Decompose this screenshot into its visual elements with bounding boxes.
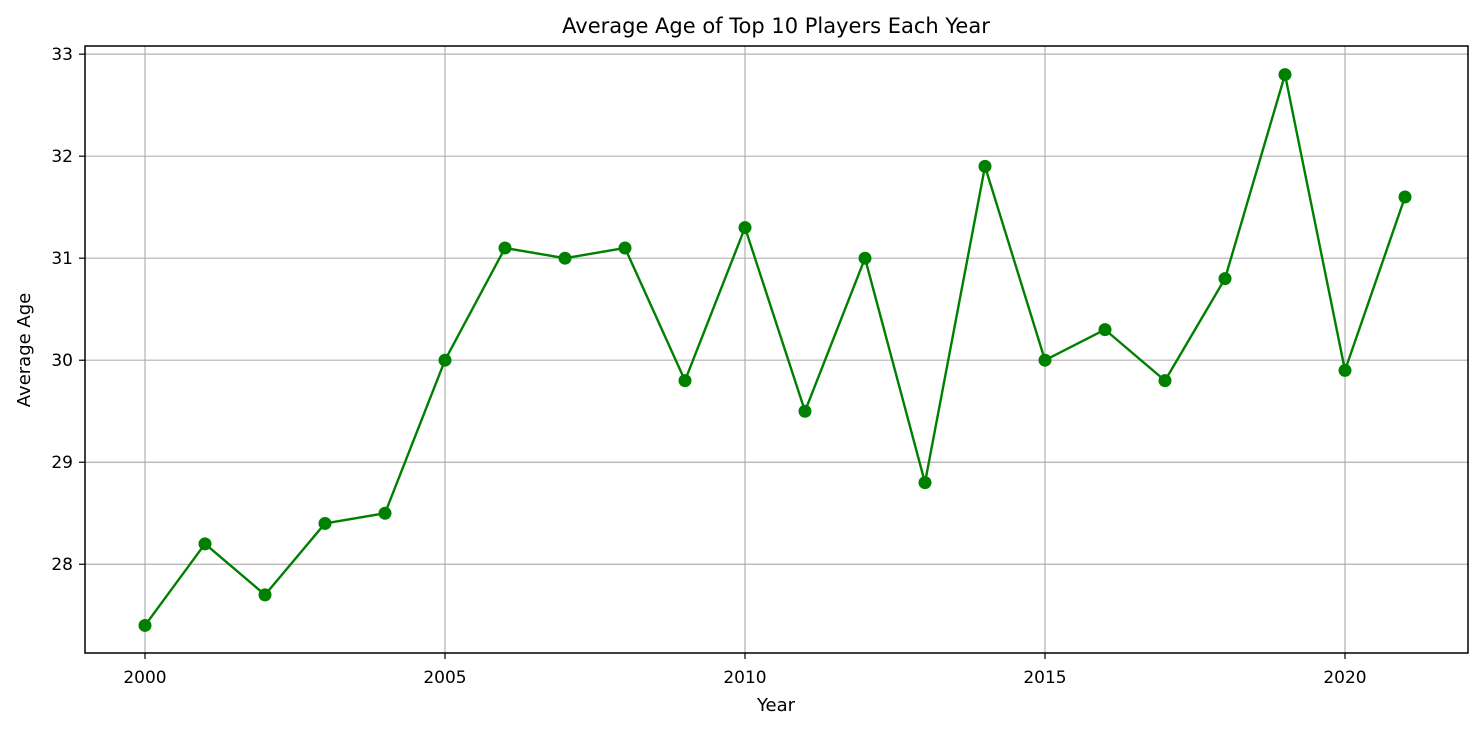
data-point (498, 241, 512, 255)
y-tick-label: 30 (51, 351, 73, 371)
data-point (798, 404, 812, 418)
data-point (438, 353, 452, 367)
data-point (1158, 374, 1172, 388)
x-tick-label: 2005 (423, 668, 466, 688)
chart-title: Average Age of Top 10 Players Each Year (562, 14, 990, 38)
data-point (1038, 353, 1052, 367)
data-point (618, 241, 632, 255)
x-axis-label: Year (756, 695, 796, 716)
y-axis-label: Average Age (14, 293, 35, 407)
y-tick-label: 28 (51, 555, 73, 575)
ticks: 2000 2005 2010 2015 2020 28 29 30 31 32 33 (51, 45, 1366, 688)
plot-frame (84, 45, 1469, 654)
y-tick-label: 33 (51, 45, 73, 65)
data-point (678, 374, 692, 388)
x-tick-label: 2000 (123, 668, 166, 688)
data-point (258, 588, 272, 602)
series-layer (138, 68, 1412, 632)
grid (85, 46, 1468, 653)
data-point (1338, 363, 1352, 377)
y-tick-label: 32 (51, 147, 73, 167)
x-tick-label: 2010 (723, 668, 766, 688)
data-point (378, 506, 392, 520)
series-line (144, 73, 1407, 627)
data-point (138, 618, 152, 632)
data-point (1218, 272, 1232, 286)
data-point (1098, 323, 1112, 337)
y-tick-label: 29 (51, 453, 73, 473)
data-point (738, 221, 752, 235)
data-point (858, 251, 872, 265)
data-point (978, 159, 992, 173)
data-point (318, 516, 332, 530)
x-tick-label: 2020 (1323, 668, 1366, 688)
data-point (1398, 190, 1412, 204)
data-point (198, 537, 212, 551)
y-tick-label: 31 (51, 249, 73, 269)
x-tick-label: 2015 (1023, 668, 1066, 688)
data-point (558, 251, 572, 265)
data-point (918, 476, 932, 490)
data-point (1278, 68, 1292, 82)
